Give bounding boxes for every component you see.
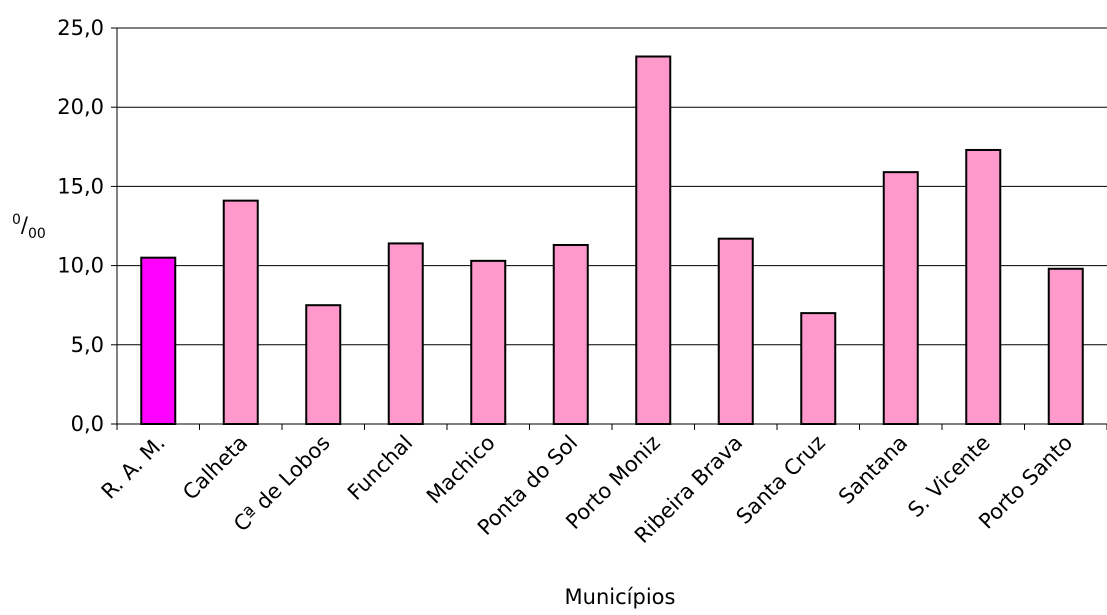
- x-tick-label: Funchal: [343, 431, 417, 505]
- x-tick-label: Machico: [422, 431, 500, 509]
- y-tick-label: 0,0: [71, 412, 104, 436]
- y-tick-label: 5,0: [71, 333, 104, 357]
- y-tick-label: 15,0: [57, 174, 104, 198]
- y-tick-label: 25,0: [57, 16, 104, 40]
- bar-8: [800, 312, 837, 425]
- bar-7: [717, 237, 754, 425]
- bar-5: [552, 244, 589, 425]
- axes: [111, 27, 1107, 430]
- bar-4: [470, 259, 507, 425]
- x-tick-label: S. Vicente: [903, 431, 994, 522]
- bar-11: [1047, 267, 1084, 425]
- x-tick-label: Santa Cruz: [732, 431, 830, 529]
- bar-9: [882, 171, 919, 425]
- y-axis-label-sup: 0: [12, 212, 21, 228]
- x-axis-label: Municípios: [565, 585, 676, 609]
- y-axis-label-sub: 00: [28, 226, 46, 242]
- bar-1: [222, 199, 259, 425]
- bar-6: [635, 55, 672, 426]
- x-tick-label: Santana: [834, 431, 912, 509]
- gridlines: [117, 27, 1107, 346]
- bar-0: [140, 256, 177, 425]
- y-tick-label: 20,0: [57, 95, 104, 119]
- x-tick-label: Calheta: [178, 431, 252, 505]
- x-tick-label: R. A. M.: [97, 431, 170, 504]
- y-tick-labels: 0,0 5,0 10,0 15,0 20,0 25,0: [57, 16, 104, 436]
- y-tick-label: 10,0: [57, 254, 104, 278]
- y-axis-label-sep: /: [21, 213, 29, 237]
- bars: [140, 55, 1084, 426]
- bar-10: [965, 148, 1002, 426]
- y-axis-label: 0/00: [12, 212, 46, 242]
- bar-3: [387, 242, 424, 425]
- bar-2: [305, 304, 342, 426]
